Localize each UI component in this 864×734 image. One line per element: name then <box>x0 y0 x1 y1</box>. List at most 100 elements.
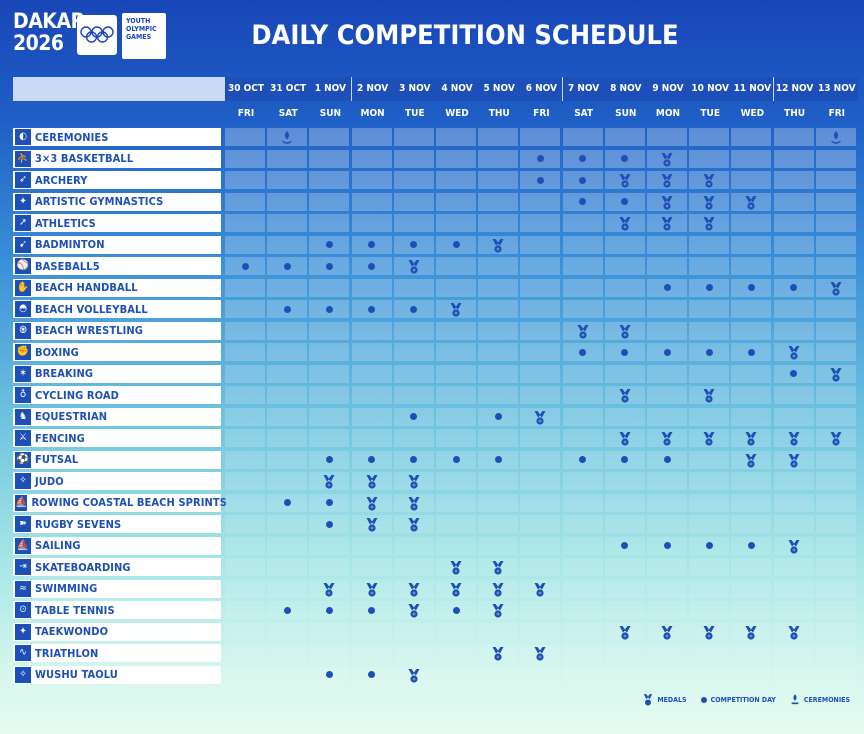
schedule-cell <box>520 235 561 254</box>
schedule-cell <box>478 321 519 340</box>
schedule-cell <box>267 579 308 598</box>
schedule-cell <box>267 235 308 254</box>
schedule-cell <box>393 622 434 641</box>
judo-icon: ✧ <box>15 473 31 489</box>
schedule-cell <box>815 665 856 684</box>
schedule-cell <box>520 515 561 533</box>
schedule-cell <box>773 214 814 232</box>
date-header: 7 NOV <box>562 77 605 101</box>
schedule-cell <box>562 257 603 275</box>
schedule-cell <box>309 386 350 404</box>
sport-label: ⇥ SKATEBOARDING <box>13 558 221 576</box>
schedule-cell <box>309 536 350 555</box>
medal-icon <box>492 582 504 597</box>
schedule-cell <box>478 579 519 598</box>
competition-day-dot <box>663 348 671 356</box>
schedule-cell <box>478 257 519 275</box>
schedule-cell <box>478 343 519 361</box>
schedule-cell <box>562 472 603 490</box>
schedule-cell <box>225 300 265 318</box>
schedule-cell <box>436 214 476 232</box>
schedule-cell <box>309 644 350 662</box>
schedule-cell <box>773 429 814 447</box>
schedule-cell <box>773 386 814 404</box>
sport-label: ➽ RUGBY SEVENS <box>13 515 221 533</box>
schedule-cell <box>393 450 434 469</box>
schedule-cell <box>393 665 434 684</box>
competition-day-dot <box>663 284 671 291</box>
schedule-cell <box>604 300 645 318</box>
schedule-cell <box>689 515 730 533</box>
schedule-cell <box>478 450 519 469</box>
schedule-cell <box>604 472 645 490</box>
date-header: 12 NOV <box>773 77 816 101</box>
schedule-cell <box>647 429 687 447</box>
archery-icon: ➶ <box>15 172 31 188</box>
schedule-cell <box>225 257 265 275</box>
sport-row: ⚔ FENCING <box>13 429 856 447</box>
schedule-cell <box>267 386 308 404</box>
medal-icon <box>619 216 631 231</box>
schedule-cell <box>520 300 561 318</box>
schedule-cell <box>393 235 434 254</box>
schedule-cell <box>689 472 730 490</box>
rugby-icon: ➽ <box>15 516 31 532</box>
schedule-cell <box>351 149 392 168</box>
schedule-cell <box>478 386 519 404</box>
schedule-cell <box>225 171 265 189</box>
schedule-cell <box>689 407 730 426</box>
competition-day-dot <box>579 456 587 463</box>
schedule-cell <box>225 128 265 146</box>
medal-icon <box>450 560 462 575</box>
schedule-cell <box>267 558 308 576</box>
schedule-cell <box>647 235 687 254</box>
sport-row: ✦ ARTISTIC GYMNASTICS <box>13 192 856 211</box>
triathlon-icon: ∿ <box>15 645 31 661</box>
competition-day-dot <box>283 499 291 506</box>
schedule-cell <box>309 321 350 340</box>
schedule-cell <box>436 321 476 340</box>
competition-day-dot <box>368 305 376 313</box>
schedule-cell <box>562 579 603 598</box>
schedule-cell <box>731 407 772 426</box>
schedule-cell <box>351 601 392 619</box>
schedule-cell <box>436 450 476 469</box>
youth-olympic-games-logo: YOUTH OLYMPIC GAMES <box>122 13 166 59</box>
schedule-cell <box>562 214 603 232</box>
date-header: 13 NOV <box>815 77 858 101</box>
schedule-cell <box>520 536 561 555</box>
dakar-logo: DAKAR 2026 <box>13 10 85 54</box>
medal-icon <box>830 367 842 382</box>
ceremony-icon <box>830 130 842 144</box>
schedule-cell <box>478 622 519 641</box>
sport-row: ⛵ ROWING COASTAL BEACH SPRINTS <box>13 493 856 512</box>
day-header: MON <box>655 108 681 119</box>
date-header: 1 NOV <box>309 77 352 101</box>
sport-label: ⊙ TABLE TENNIS <box>13 601 221 619</box>
schedule-cell <box>478 472 519 490</box>
schedule-cell <box>225 278 265 297</box>
medal-icon <box>703 431 715 446</box>
sport-label: ➶ ARCHERY <box>13 171 221 189</box>
competition-day-dot <box>410 241 418 248</box>
medal-icon <box>366 496 378 511</box>
medal-icon <box>323 582 335 597</box>
schedule-cell <box>351 171 392 189</box>
schedule-cell <box>815 493 856 512</box>
schedule-cell <box>731 493 772 512</box>
medal-icon <box>745 625 757 640</box>
schedule-cell <box>393 601 434 619</box>
schedule-cell <box>309 278 350 297</box>
sport-label: ♞ EQUESTRIAN <box>13 407 221 426</box>
medal-icon <box>408 603 420 618</box>
schedule-cell <box>393 472 434 490</box>
competition-day-dot <box>283 305 291 313</box>
sport-name: TAEKWONDO <box>35 625 109 638</box>
medal-icon <box>703 388 715 403</box>
schedule-cell <box>351 300 392 318</box>
schedule-cell <box>309 558 350 576</box>
sport-row: ♼ BEACH WRESTLING <box>13 321 856 340</box>
schedule-cell <box>647 278 687 297</box>
wushu-icon: ✧ <box>15 666 31 683</box>
schedule-cell <box>604 364 645 383</box>
